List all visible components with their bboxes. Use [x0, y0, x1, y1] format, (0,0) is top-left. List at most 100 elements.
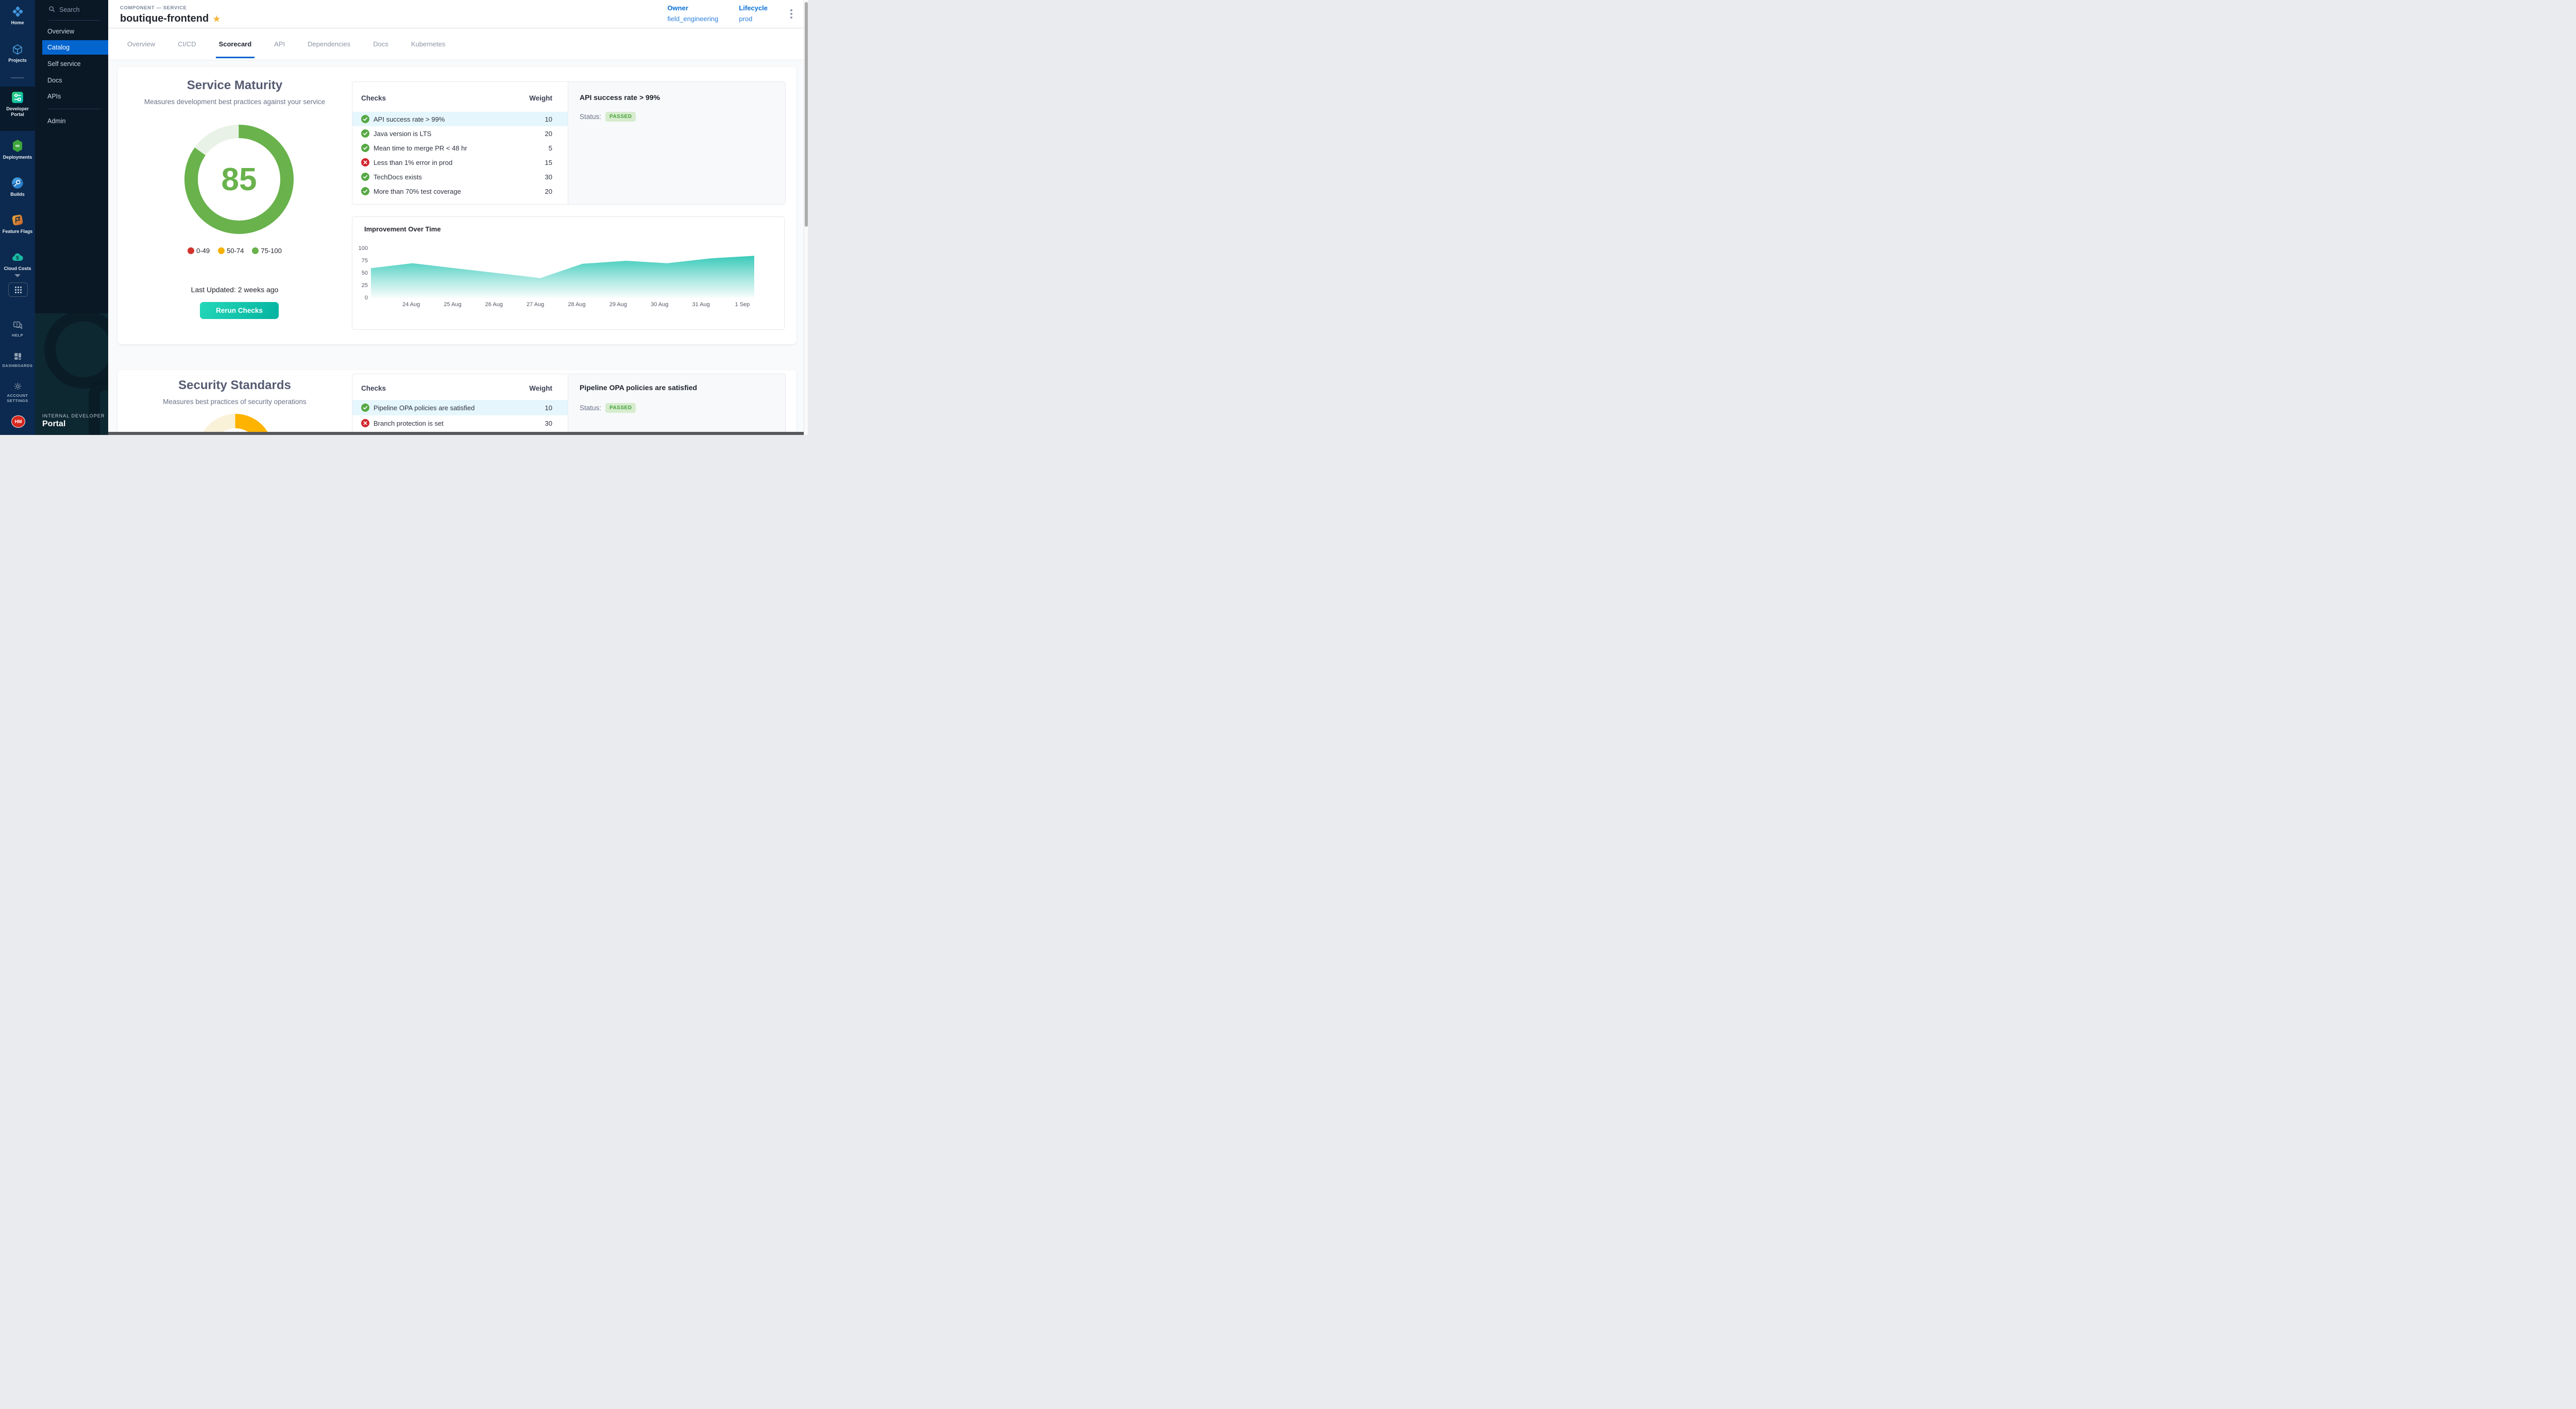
- sidebar-item-self-service[interactable]: Self service: [35, 56, 108, 72]
- rail-item-projects[interactable]: Projects: [0, 43, 35, 63]
- scorecard-title: Service Maturity: [117, 78, 352, 93]
- check-detail-panel: API success rate > 99% Status: PASSED: [568, 82, 786, 204]
- check-weight: 30: [545, 173, 552, 181]
- tab-overview[interactable]: Overview: [127, 28, 155, 60]
- x-tick-label: 25 Aug: [444, 301, 461, 308]
- rail-collapse-chevron[interactable]: [0, 274, 35, 277]
- rerun-checks-button[interactable]: Rerun Checks: [200, 302, 279, 319]
- more-options-kebab-icon[interactable]: [788, 6, 794, 22]
- breadcrumb: COMPONENT — SERVICE: [120, 5, 187, 11]
- rail-label: Home: [0, 20, 35, 26]
- scorecard-title: Security Standards: [117, 378, 352, 393]
- sidebar-item-docs[interactable]: Docs: [35, 73, 108, 88]
- check-failed-icon: [361, 419, 369, 427]
- x-tick-label: 28 Aug: [568, 301, 585, 308]
- checks-box: Checks Weight Pipeline OPA policies are …: [352, 374, 786, 435]
- x-tick-label: 29 Aug: [609, 301, 627, 308]
- rail-item-builds[interactable]: Builds: [0, 176, 35, 197]
- chart-plot-area: [371, 248, 754, 298]
- rail-label: SETTINGS: [0, 398, 35, 404]
- y-tick-label: 75: [352, 258, 368, 264]
- check-row[interactable]: Pipeline OPA policies are satisfied10: [352, 400, 568, 415]
- legend-dot: [188, 247, 194, 254]
- tab-kubernetes[interactable]: Kubernetes: [411, 28, 446, 60]
- rail-item-deployments[interactable]: ∞ Deployments: [0, 139, 35, 160]
- tab-docs[interactable]: Docs: [373, 28, 388, 60]
- vertical-scrollbar-track[interactable]: [804, 0, 808, 435]
- lifecycle-link[interactable]: prod: [739, 15, 768, 23]
- main-area: COMPONENT — SERVICE boutique-frontend ★ …: [108, 0, 808, 435]
- svg-text:∞: ∞: [15, 142, 20, 149]
- score-value: 85: [184, 125, 294, 234]
- rail-label: Cloud Costs: [0, 266, 35, 272]
- rail-item-feature-flags[interactable]: Feature Flags: [0, 213, 35, 234]
- service-maturity-card: Service Maturity Measures development be…: [117, 67, 796, 344]
- harness-home-icon: [0, 5, 35, 18]
- check-row[interactable]: API success rate > 99%10: [352, 112, 568, 126]
- check-row[interactable]: Branch protection is set30: [352, 415, 568, 431]
- owner-link[interactable]: field_engineering: [667, 15, 718, 23]
- rail-label: ACCOUNT: [0, 393, 35, 398]
- module-picker-button[interactable]: [8, 282, 28, 297]
- rail-item-cloud-costs[interactable]: $ Cloud Costs: [0, 250, 35, 272]
- decorative-circle: [44, 313, 108, 389]
- legend-dot: [252, 247, 259, 254]
- rail-item-home[interactable]: Home: [0, 5, 35, 26]
- check-row[interactable]: Less than 1% error in prod 15: [352, 155, 568, 170]
- check-passed-icon: [361, 173, 369, 181]
- check-row[interactable]: More than 70% test coverage20: [352, 184, 568, 198]
- rail-item-developer-portal[interactable]: Developer Portal: [0, 91, 35, 118]
- legend-item: 0-49: [188, 247, 210, 255]
- deployments-cd-icon: ∞: [0, 139, 35, 153]
- check-row[interactable]: TechDocs exists30: [352, 170, 568, 184]
- check-weight: 5: [549, 144, 552, 152]
- check-row[interactable]: Java version is LTS20: [352, 126, 568, 141]
- chevron-down-icon: [14, 274, 21, 277]
- lifecycle-block: Lifecycle prod: [739, 4, 768, 23]
- grid-icon: [15, 287, 22, 293]
- check-passed-icon: [361, 115, 369, 123]
- check-name: Java version is LTS: [374, 130, 431, 138]
- rail-item-account-settings[interactable]: ACCOUNT SETTINGS: [0, 381, 35, 404]
- sidebar-item-apis[interactable]: APIs: [35, 89, 108, 104]
- check-passed-icon: [361, 144, 369, 152]
- svg-text:?: ?: [15, 322, 18, 327]
- horizontal-scrollbar[interactable]: [108, 432, 804, 435]
- tab-scorecard[interactable]: Scorecard: [219, 28, 252, 60]
- detail-title: API success rate > 99%: [580, 93, 660, 102]
- check-weight: 15: [545, 159, 552, 166]
- rail-item-help[interactable]: ? HELP: [0, 321, 35, 338]
- tab-cicd[interactable]: CI/CD: [178, 28, 196, 60]
- owner-block: Owner field_engineering: [667, 4, 718, 23]
- last-updated-text: Last Updated: 2 weeks ago: [117, 286, 352, 294]
- sidebar-search[interactable]: Search: [35, 3, 108, 16]
- rail-label: Portal: [0, 112, 35, 118]
- check-row[interactable]: Mean time to merge PR < 48 hr5: [352, 141, 568, 155]
- vertical-scrollbar-thumb[interactable]: [805, 2, 808, 227]
- weight-column-header: Weight: [352, 384, 552, 392]
- y-tick-label: 0: [352, 295, 368, 301]
- rail-label: Projects: [0, 58, 35, 63]
- check-name: Less than 1% error in prod: [374, 159, 452, 166]
- x-tick-label: 1 Sep: [735, 301, 750, 308]
- tab-dependencies[interactable]: Dependencies: [308, 28, 350, 60]
- y-tick-label: 50: [352, 270, 368, 276]
- user-avatar[interactable]: HM: [11, 415, 25, 428]
- page-title: boutique-frontend ★: [120, 13, 221, 25]
- help-chat-icon: ?: [0, 321, 35, 331]
- builds-ci-icon: [0, 176, 35, 190]
- sidebar-item-admin[interactable]: Admin: [35, 113, 108, 129]
- check-name: Pipeline OPA policies are satisfied: [374, 404, 474, 412]
- rail-label: DASHBOARDS: [0, 363, 35, 368]
- tab-api[interactable]: API: [274, 28, 285, 60]
- sidebar-item-overview[interactable]: Overview: [35, 24, 108, 39]
- status-label: Status:: [580, 113, 601, 121]
- portal-sidebar: Search Overview Catalog Self service Doc…: [35, 0, 108, 435]
- rail-divider: [11, 77, 24, 78]
- sidebar-item-catalog[interactable]: Catalog: [42, 40, 108, 55]
- rail-item-dashboards[interactable]: DASHBOARDS: [0, 351, 35, 368]
- check-passed-icon: [361, 404, 369, 412]
- check-name: Branch protection is set: [374, 420, 444, 427]
- decorative-rounded-square: [89, 379, 108, 435]
- favorite-star-icon[interactable]: ★: [213, 14, 220, 24]
